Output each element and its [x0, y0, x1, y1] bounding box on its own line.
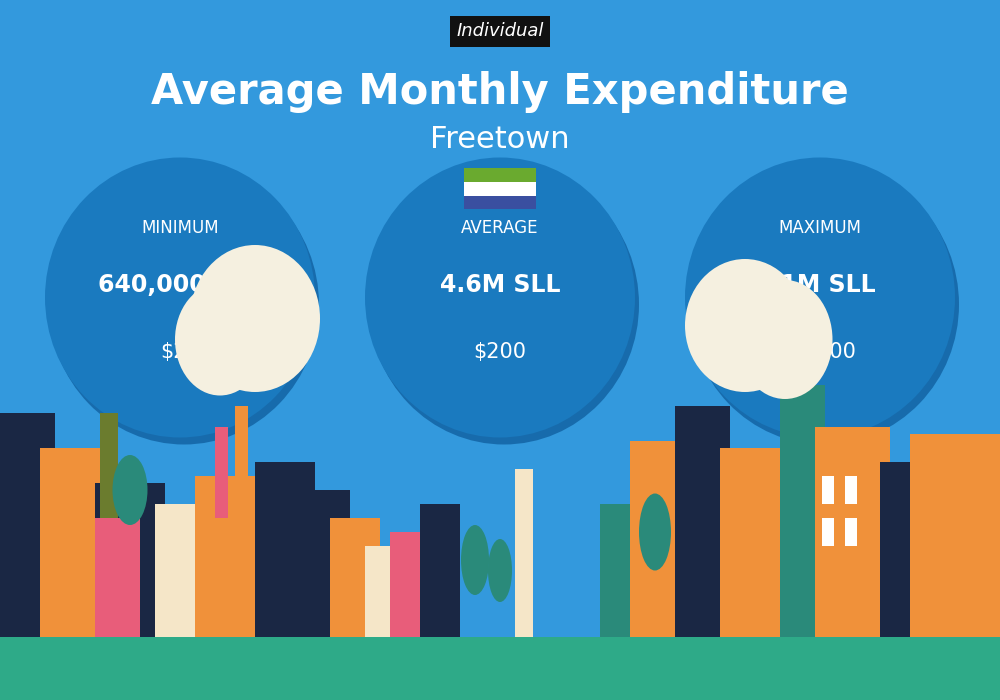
Ellipse shape [365, 158, 635, 438]
Text: $200: $200 [474, 342, 526, 362]
Ellipse shape [112, 455, 148, 525]
Ellipse shape [685, 259, 805, 392]
Bar [630, 441, 695, 637]
Text: Freetown: Freetown [430, 125, 570, 155]
Bar [305, 490, 350, 637]
Bar [195, 476, 270, 637]
Text: 31M SLL: 31M SLL [764, 273, 876, 297]
Text: Individual: Individual [456, 22, 544, 41]
Text: MINIMUM: MINIMUM [141, 218, 219, 237]
Text: Average Monthly Expenditure: Average Monthly Expenditure [151, 71, 849, 113]
Ellipse shape [45, 158, 315, 438]
Bar [780, 385, 825, 637]
Ellipse shape [488, 539, 512, 602]
Ellipse shape [689, 164, 959, 444]
Bar [330, 518, 380, 637]
Bar [365, 546, 405, 637]
Bar [464, 169, 536, 182]
Bar [40, 448, 115, 637]
Bar [420, 504, 460, 637]
Ellipse shape [175, 284, 265, 395]
Text: MAXIMUM: MAXIMUM [778, 218, 862, 237]
Bar [822, 518, 834, 546]
Ellipse shape [369, 164, 639, 444]
Bar [255, 462, 315, 637]
Bar [720, 448, 790, 637]
Ellipse shape [49, 164, 319, 444]
Bar [464, 182, 536, 195]
Text: 4.6M SLL: 4.6M SLL [440, 273, 560, 297]
Bar [822, 476, 834, 504]
Bar [464, 195, 536, 209]
Ellipse shape [639, 494, 671, 570]
Bar [235, 406, 248, 511]
Bar [0, 413, 55, 637]
Text: AVERAGE: AVERAGE [461, 218, 539, 237]
Ellipse shape [461, 525, 489, 595]
Text: $28: $28 [160, 342, 200, 362]
Bar [155, 504, 210, 637]
Bar [910, 434, 1000, 637]
Bar [880, 462, 930, 637]
Bar [390, 532, 435, 637]
Bar [100, 413, 118, 525]
Text: $1,300: $1,300 [784, 342, 856, 362]
Ellipse shape [685, 158, 955, 438]
Bar [675, 406, 730, 637]
Bar [95, 483, 165, 637]
Bar [95, 518, 140, 637]
Ellipse shape [190, 245, 320, 392]
Bar [845, 518, 857, 546]
Bar [215, 427, 228, 518]
Ellipse shape [738, 280, 832, 399]
Bar [815, 427, 890, 637]
Bar [0, 637, 1000, 700]
Text: 640,000 SLL: 640,000 SLL [98, 273, 262, 297]
Bar [515, 469, 533, 637]
Bar [600, 504, 645, 637]
Bar [845, 476, 857, 504]
